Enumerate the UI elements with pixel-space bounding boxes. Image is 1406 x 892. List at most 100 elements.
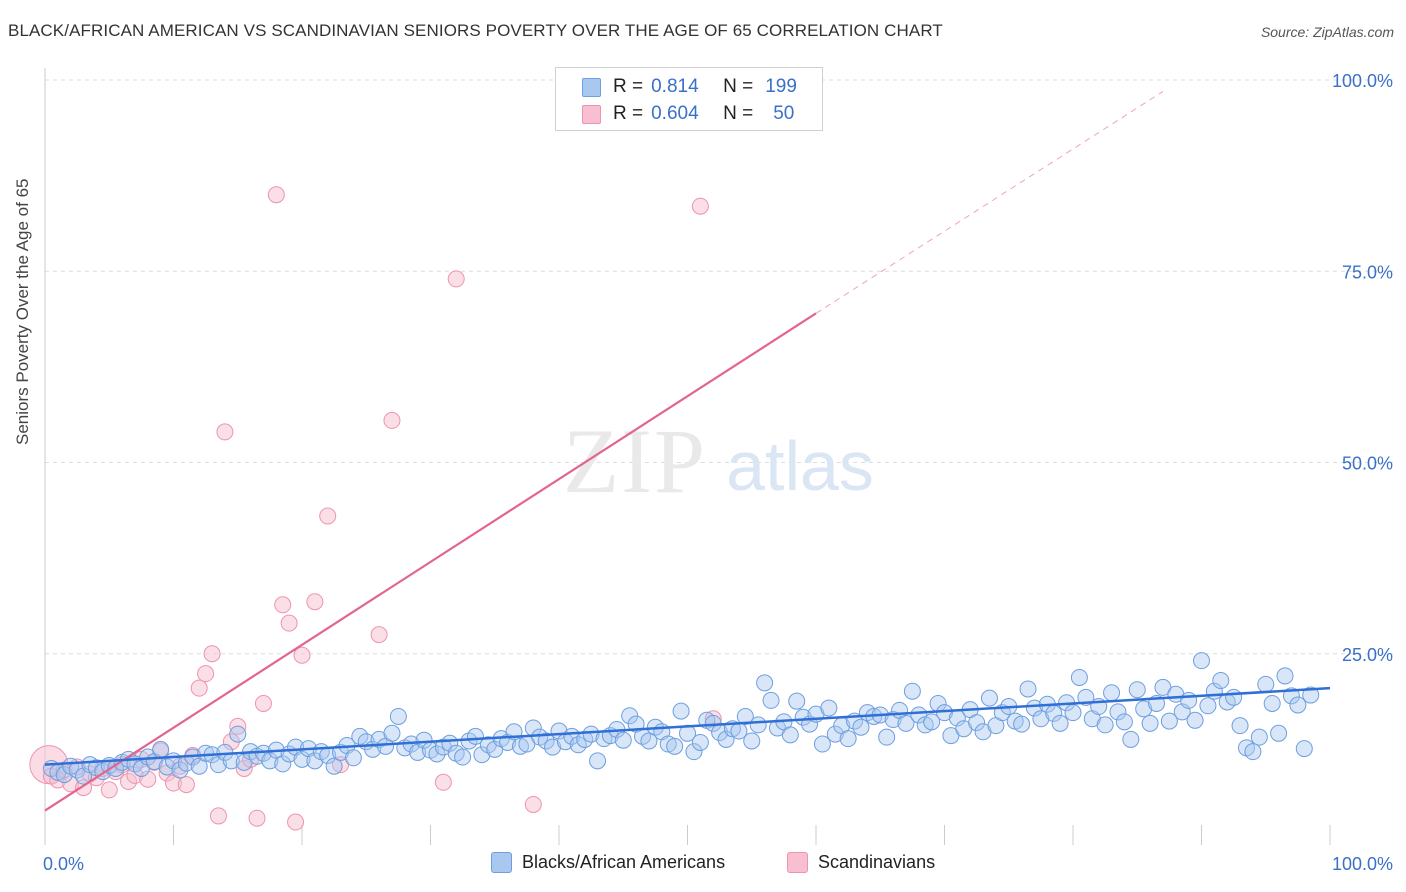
blacks-point: [1263, 694, 1281, 712]
scandinavians-point: [383, 411, 401, 429]
blacks-point: [1135, 700, 1153, 718]
blacks-point: [152, 740, 170, 758]
blacks-point: [1103, 684, 1121, 702]
blacks-point: [1115, 713, 1133, 731]
grid: [45, 79, 1395, 655]
blacks-point: [839, 730, 857, 748]
trend-lines: [44, 91, 1331, 812]
blacks-point: [511, 737, 529, 755]
blacks-point: [589, 752, 607, 770]
blacks-point: [428, 745, 446, 763]
blacks-point: [756, 674, 774, 692]
legend-n-label: N =: [723, 76, 754, 97]
scandinavians-point: [370, 626, 388, 644]
blacks-point: [582, 725, 600, 743]
blacks-point: [197, 744, 215, 762]
blacks-point: [749, 716, 767, 734]
blacks-point: [672, 702, 690, 720]
scandinavians-point: [704, 710, 722, 728]
scandinavians-point: [524, 795, 542, 813]
blacks-point: [1109, 703, 1127, 721]
blacks-point: [1019, 680, 1037, 698]
blacks-point: [1257, 675, 1275, 693]
scandinavians-trend-extension: [815, 91, 1164, 314]
blacks-point: [389, 707, 407, 725]
series-swatch-blue: [491, 852, 512, 873]
scandinavians-point: [434, 773, 452, 791]
blacks-point: [1193, 652, 1210, 670]
scandinavians-point: [248, 809, 266, 827]
blacks-point: [1064, 704, 1082, 722]
blacks-point: [781, 726, 799, 744]
blacks-point: [473, 746, 491, 764]
x-tick-label-min: 0.0%: [43, 854, 84, 874]
legend-n-value: 50: [773, 103, 795, 124]
scandinavians-point: [209, 807, 227, 825]
blacks-point: [980, 689, 998, 707]
blacks-point: [762, 691, 780, 709]
blacks-point: [1244, 743, 1262, 761]
blacks-point: [1013, 715, 1031, 733]
scandinavians-point: [293, 646, 311, 664]
blacks-point: [1122, 730, 1140, 748]
blacks-point: [1250, 728, 1268, 746]
blacks-point: [454, 748, 472, 766]
scandinavians-point: [177, 776, 195, 794]
scandinavians-points: [29, 67, 722, 831]
scandinavians-point: [274, 596, 292, 614]
blacks-point: [171, 761, 189, 779]
blacks-point: [1295, 740, 1313, 758]
blacks-point: [788, 692, 806, 710]
blacks-point: [736, 707, 754, 725]
blacks-point: [1025, 699, 1043, 717]
blacks-point: [640, 732, 658, 750]
series-legend-label: Scandinavians: [818, 852, 936, 872]
x-tick-label-max: 100.0%: [1332, 854, 1393, 874]
blacks-point: [1289, 696, 1307, 714]
scandinavians-point: [254, 694, 272, 712]
watermark-atlas: atlas: [726, 427, 874, 505]
scandinavians-point: [319, 507, 337, 525]
series-legend-scandinavians: Scandinavians: [787, 852, 935, 873]
blacks-point: [1276, 667, 1294, 685]
blacks-point: [415, 731, 433, 749]
legend-swatch-pink: [582, 104, 601, 124]
blacks-point: [903, 682, 921, 700]
blacks-point: [306, 752, 324, 770]
blacks-point: [717, 730, 735, 748]
legend-r-value: 0.604: [651, 103, 699, 124]
series-legend-label: Blacks/African Americans: [522, 852, 726, 872]
blacks-point: [293, 750, 311, 768]
blacks-point: [1270, 724, 1288, 742]
legend-row-blacks: R = 0.814 N = 199: [556, 74, 797, 100]
scandinavians-point: [190, 679, 208, 697]
blacks-point: [1128, 681, 1146, 699]
blacks-point: [968, 714, 986, 732]
scandinavians-point: [691, 197, 709, 215]
blacks-point: [820, 699, 838, 717]
series-legend-blacks: Blacks/African Americans: [491, 852, 725, 873]
blacks-point: [1160, 712, 1178, 730]
blacks-point: [1070, 668, 1088, 686]
legend-r-label: R =: [613, 103, 644, 124]
legend-r-value: 0.814: [651, 76, 699, 97]
y-tick-label: 100.0%: [1332, 71, 1393, 91]
blacks-point: [743, 732, 761, 750]
blacks-point: [537, 732, 555, 750]
blacks-point: [1225, 688, 1243, 706]
source-label: Source: ZipAtlas.com: [1260, 24, 1394, 40]
blacks-point: [878, 728, 896, 746]
scandinavians-point: [280, 614, 298, 632]
blacks-points: [42, 652, 1320, 785]
blacks-point: [923, 713, 941, 731]
axes: [44, 68, 1331, 845]
legend-n-value: 199: [765, 76, 797, 97]
legend-row-scandinavians: R = 0.604 N = 50: [556, 101, 794, 127]
blacks-point: [274, 755, 292, 773]
y-axis-label-text: Seniors Poverty Over the Age of 65: [13, 178, 32, 445]
legend-r-label: R =: [613, 76, 644, 97]
blacks-point: [544, 738, 562, 756]
watermark-zip: ZIP: [563, 410, 707, 512]
scandinavians-point: [139, 770, 157, 788]
